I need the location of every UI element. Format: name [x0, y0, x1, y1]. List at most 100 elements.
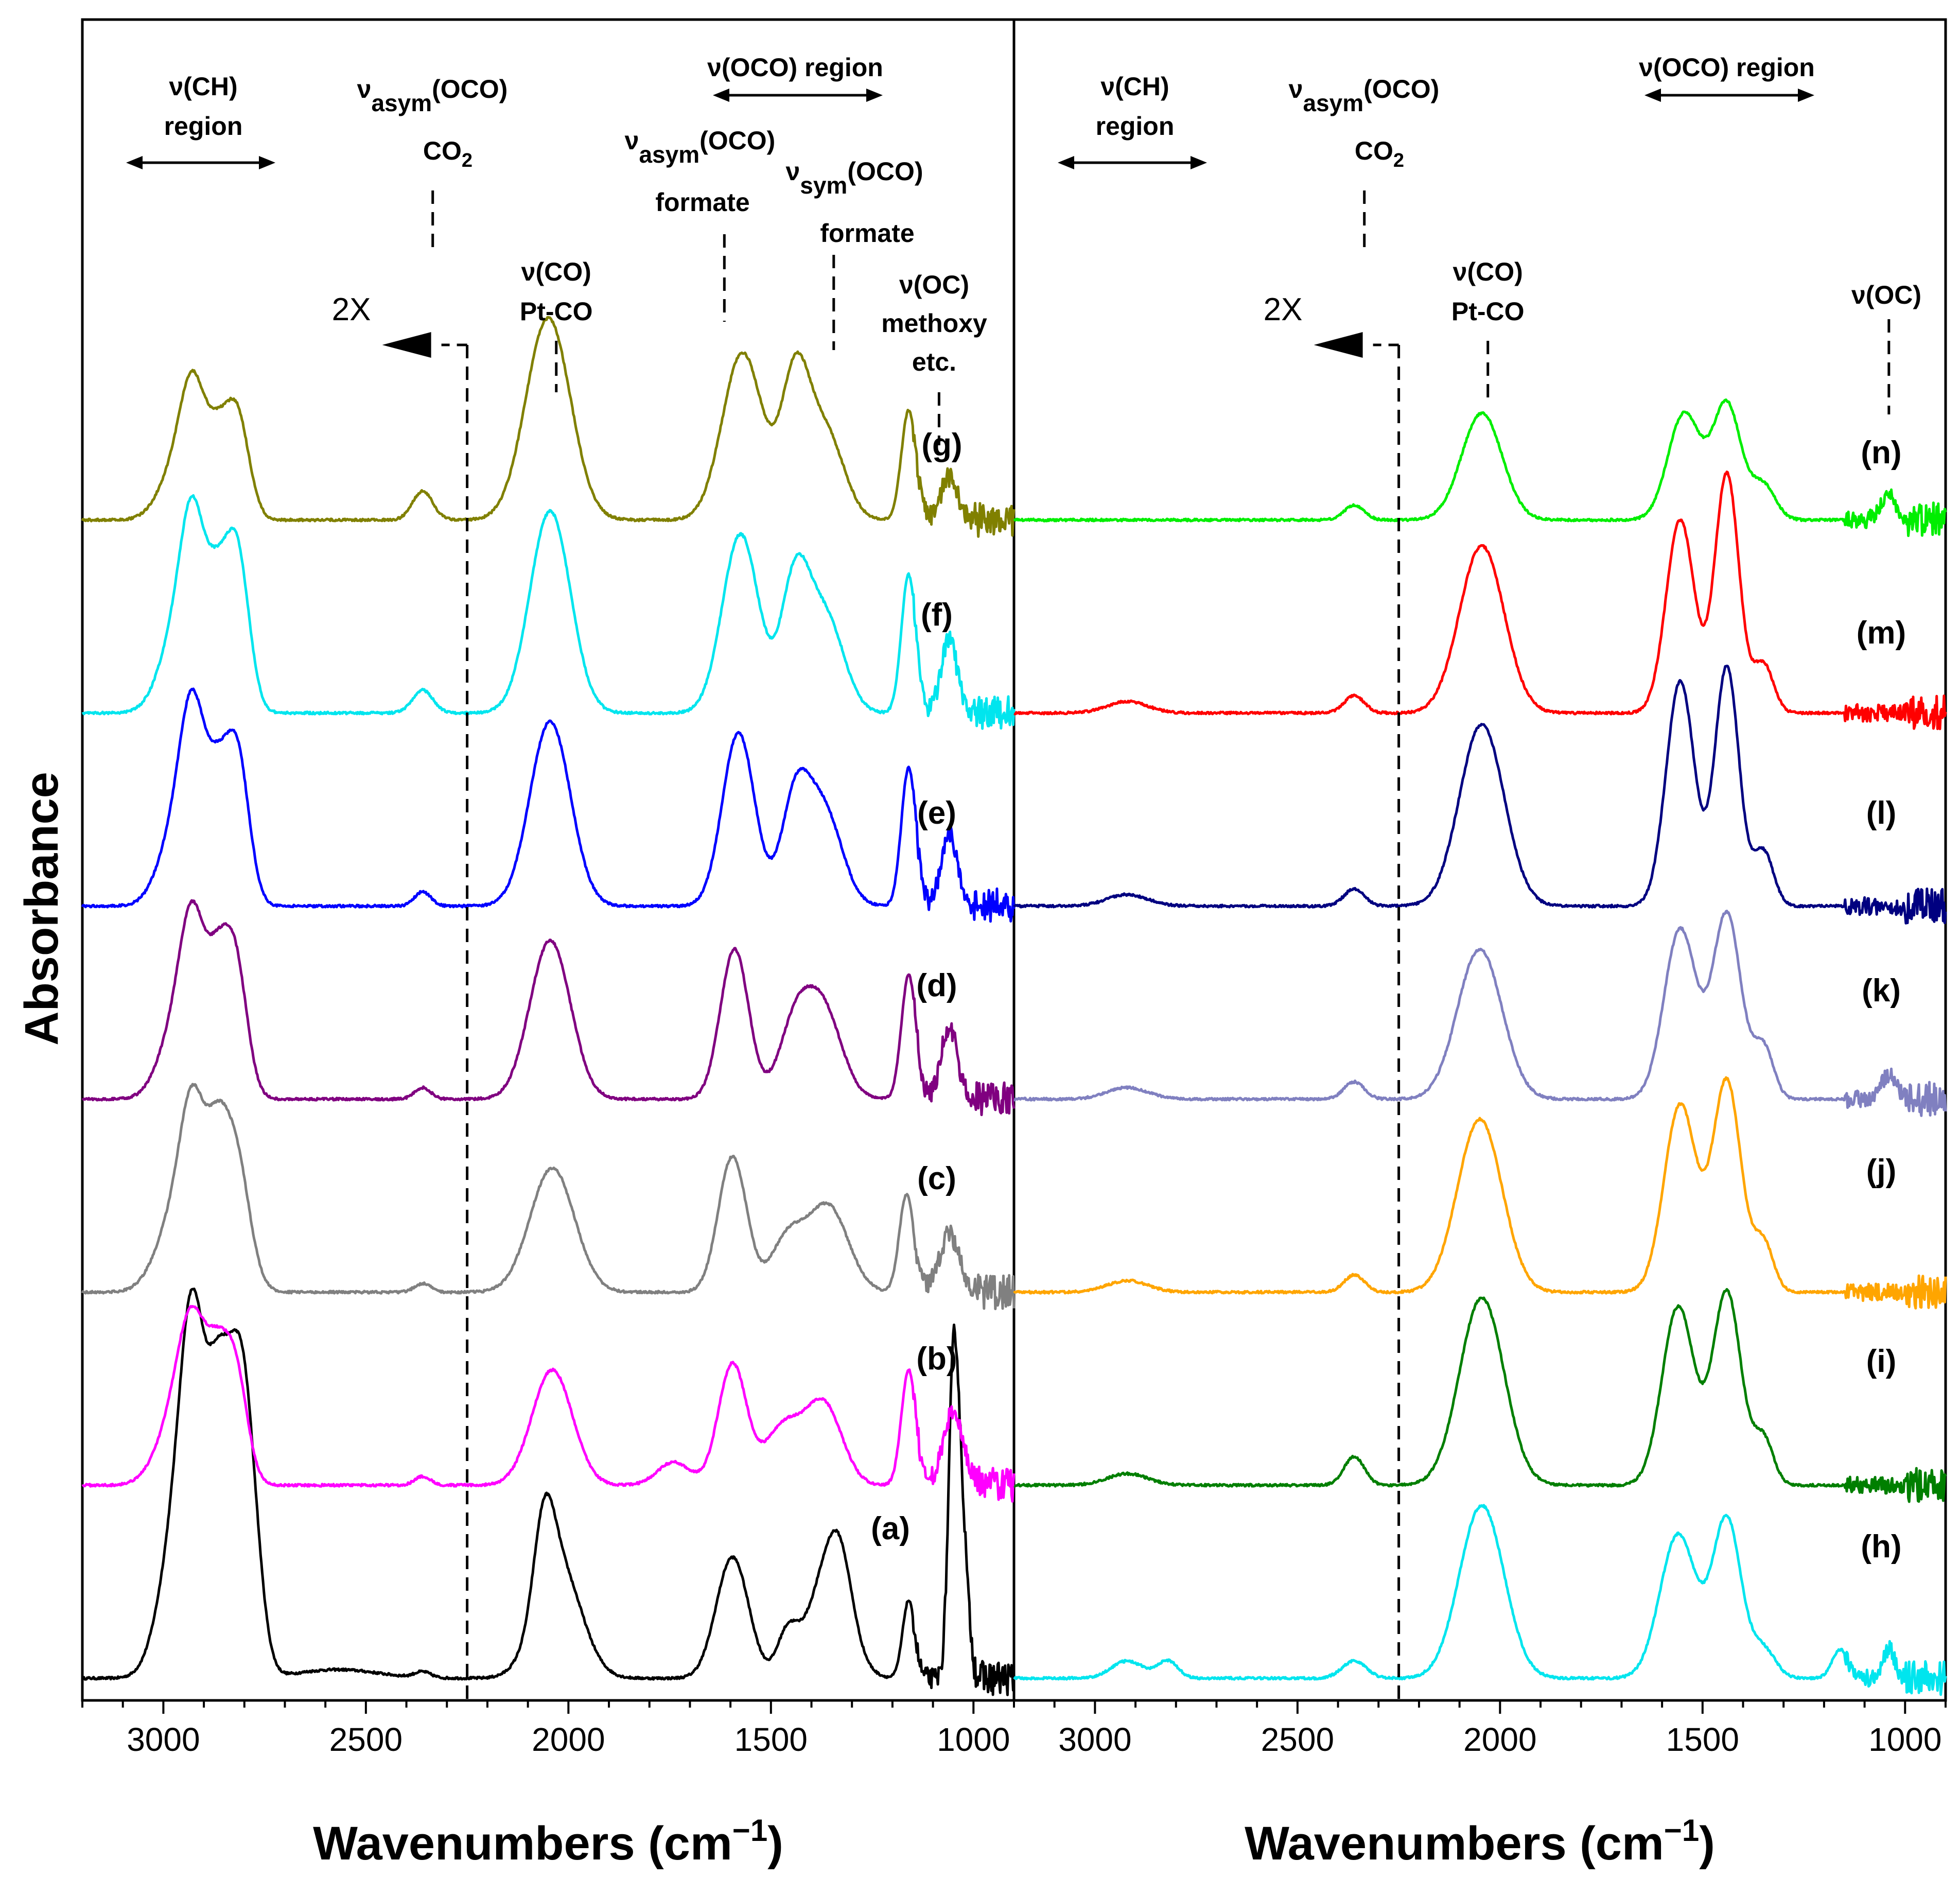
right-co2-text: CO: [1355, 136, 1393, 165]
right-spectrum-m: [1013, 471, 1947, 731]
left-ch-region-label-2: region: [164, 112, 243, 141]
left-co-label: ν(CO): [521, 257, 591, 286]
right-asym-co2-label-nu: ν: [1289, 75, 1303, 103]
left-tick-label-2000: 2000: [532, 1721, 605, 1758]
right-tick-label-2000: 2000: [1463, 1721, 1536, 1758]
right-oco-region-arrow: [1644, 89, 1814, 102]
right-tick-label-3000: 3000: [1058, 1721, 1131, 1758]
right-spectrum-n: [1013, 398, 1947, 537]
left-oco-region-arrow: [713, 89, 883, 102]
right-oco-region-arrow-head-right: [1798, 89, 1814, 102]
right-asym-co2-label-mode: (OCO): [1363, 75, 1439, 103]
x-axis-title-right: Wavenumbers (cm−1): [1245, 1813, 1715, 1870]
left-co2-text: CO: [423, 136, 462, 165]
left-tick-label-1500: 1500: [734, 1721, 808, 1758]
right-ch-region-arrow-head-left: [1058, 156, 1074, 169]
left-spectrum-g: [81, 316, 1016, 538]
right-panel: 3000 2500 2000 1500 1000 (h) (i) (j) (k) (l) (m) (n…: [1013, 53, 1947, 1758]
right-asym-co2-label-sub: asym: [1303, 90, 1363, 116]
left-asym-formate-label-mode: (OCO): [699, 126, 775, 155]
right-spectrum-j: [1013, 1076, 1947, 1310]
left-series-label-e: (e): [917, 795, 956, 831]
left-tick-label-2500: 2500: [329, 1721, 402, 1758]
x-axis-title-left-main: Wavenumbers (cm: [313, 1817, 732, 1870]
left-asym-co2-label-nu: ν: [357, 75, 372, 103]
left-series-label-g: (g): [921, 427, 962, 463]
left-ch-region-arrow-head-right: [259, 156, 275, 169]
left-scale-label: 2X: [332, 292, 371, 327]
left-spectrum-f: [81, 494, 1016, 730]
left-asym-formate-species: formate: [655, 188, 749, 217]
left-asym-formate-label-nu: ν: [625, 126, 639, 155]
left-co2-sub: 2: [462, 150, 472, 171]
left-co-label-2: Pt-CO: [520, 297, 593, 326]
right-co-label-2: Pt-CO: [1451, 297, 1525, 326]
right-ch-region-arrow: [1058, 156, 1207, 169]
x-axis-title-left-close: ): [767, 1817, 783, 1870]
left-x-axis: 3000 2500 2000 1500 1000: [81, 1700, 1015, 1758]
right-series-label-h: (h): [1861, 1529, 1901, 1564]
right-co2-sub: 2: [1393, 150, 1404, 171]
left-oco-region-arrow-head-left: [713, 89, 729, 102]
right-asym-co2-label: νasym(OCO): [1289, 75, 1440, 116]
right-scale-arrow-head: [1314, 332, 1363, 358]
right-scale-label: 2X: [1264, 292, 1303, 327]
right-tick-label-1500: 1500: [1666, 1721, 1739, 1758]
left-ch-region-arrow: [126, 156, 275, 169]
left-series-label-c: (c): [917, 1161, 956, 1196]
x-axis-title-left: Wavenumbers (cm−1): [313, 1813, 783, 1870]
x-axis-title-right-close: ): [1699, 1817, 1715, 1870]
right-series-label-l: (l): [1866, 795, 1897, 831]
left-series-label-f: (f): [921, 597, 953, 633]
right-x-axis: 3000 2500 2000 1500 1000: [1013, 1700, 1947, 1758]
right-oco-region-label: ν(OCO) region: [1639, 53, 1815, 82]
left-asym-co2-label: νasym(OCO): [357, 75, 508, 116]
right-tick-label-1000: 1000: [1868, 1721, 1941, 1758]
left-ch-region-label: ν(CH): [169, 72, 237, 101]
x-axis-title-right-main: Wavenumbers (cm: [1245, 1817, 1664, 1870]
left-spectrum-b: [81, 1305, 1016, 1503]
left-asym-formate-label: νasym(OCO): [625, 126, 776, 168]
right-ch-region-arrow-head-right: [1191, 156, 1207, 169]
y-axis-title: Absorbance: [15, 772, 68, 1046]
right-co-label: ν(CO): [1453, 257, 1523, 286]
left-asym-co2-label-sub: asym: [371, 90, 432, 116]
left-sym-formate-label-nu: ν: [785, 157, 800, 186]
right-oc-label: ν(OC): [1851, 281, 1921, 309]
right-panel-frame: [1012, 18, 1947, 1702]
left-ch-region-arrow-head-left: [126, 156, 143, 169]
right-ch-region-label: ν(CH): [1100, 72, 1169, 101]
right-spectrum-i: [1013, 1288, 1947, 1503]
left-sym-formate-species: formate: [820, 219, 914, 248]
left-oc-label-2: methoxy: [881, 309, 987, 338]
left-sym-formate-label: νsym(OCO): [785, 157, 923, 199]
left-tick-label-3000: 3000: [127, 1721, 200, 1758]
left-spectrum-c: [81, 1083, 1016, 1310]
left-series-label-a: (a): [871, 1511, 910, 1546]
right-spectrum-h: [1013, 1504, 1947, 1696]
left-spectrum-d: [81, 899, 1016, 1117]
left-oc-label: ν(OC): [899, 270, 969, 299]
left-series-label-d: (d): [916, 968, 957, 1003]
left-series-label-b: (b): [916, 1341, 957, 1377]
left-sym-formate-label-mode: (OCO): [847, 157, 923, 186]
right-asym-co2-species: CO2: [1355, 136, 1404, 171]
left-asym-formate-label-sub: asym: [639, 141, 699, 168]
left-spectrum-e: [81, 687, 1016, 923]
left-spectrum-a: [81, 1288, 1016, 1696]
left-tick-label-1000: 1000: [937, 1721, 1010, 1758]
left-sym-formate-label-sub: sym: [800, 172, 847, 199]
left-oco-region-label: ν(OCO) region: [707, 53, 883, 82]
left-asym-co2-label-mode: (OCO): [432, 75, 507, 103]
right-spectrum-l: [1013, 665, 1947, 925]
left-oco-region-arrow-head-right: [866, 89, 883, 102]
left-asym-co2-species: CO2: [423, 136, 472, 171]
right-series-label-j: (j): [1866, 1153, 1897, 1189]
right-series-label-m: (m): [1857, 615, 1906, 651]
right-series-label-i: (i): [1866, 1344, 1897, 1379]
right-series-label-k: (k): [1862, 973, 1901, 1008]
right-spectrum-k: [1013, 910, 1947, 1117]
right-oco-region-arrow-head-left: [1644, 89, 1661, 102]
x-axis-title-right-sup: −1: [1664, 1813, 1699, 1848]
